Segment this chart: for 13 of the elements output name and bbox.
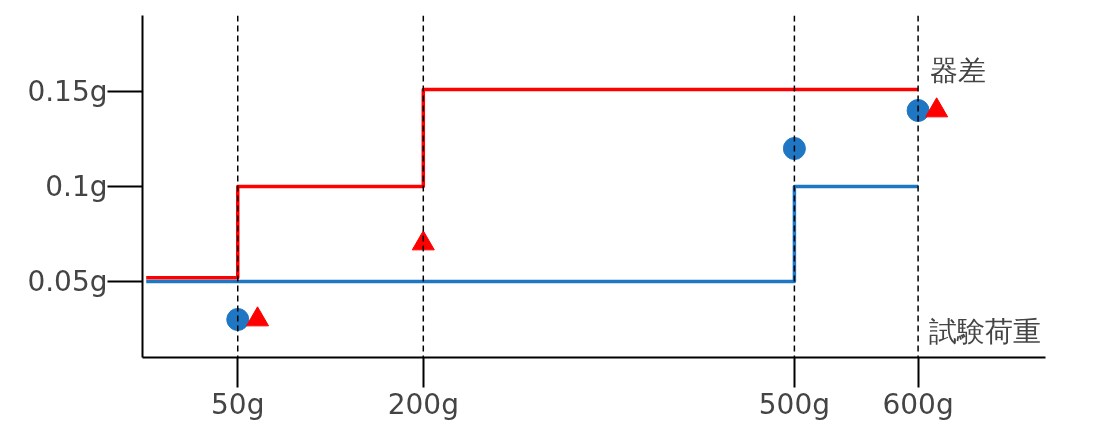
x-axis-title: 試験荷重 — [928, 314, 1041, 348]
y-tick-label: 0.15g — [27, 75, 108, 108]
x-tick-label: 600g — [882, 387, 954, 421]
x-tick-label: 50g — [211, 387, 265, 421]
point — [906, 99, 930, 122]
point — [411, 230, 435, 251]
y-tick-label: 0.05g — [27, 265, 108, 298]
y-axis-title: 器差 — [930, 53, 987, 87]
point — [246, 306, 270, 327]
x-tick-label: 500g — [758, 387, 830, 421]
x-tick-label: 200g — [387, 387, 459, 421]
y-tick-label: 0.1g — [45, 170, 108, 203]
point — [782, 137, 806, 160]
